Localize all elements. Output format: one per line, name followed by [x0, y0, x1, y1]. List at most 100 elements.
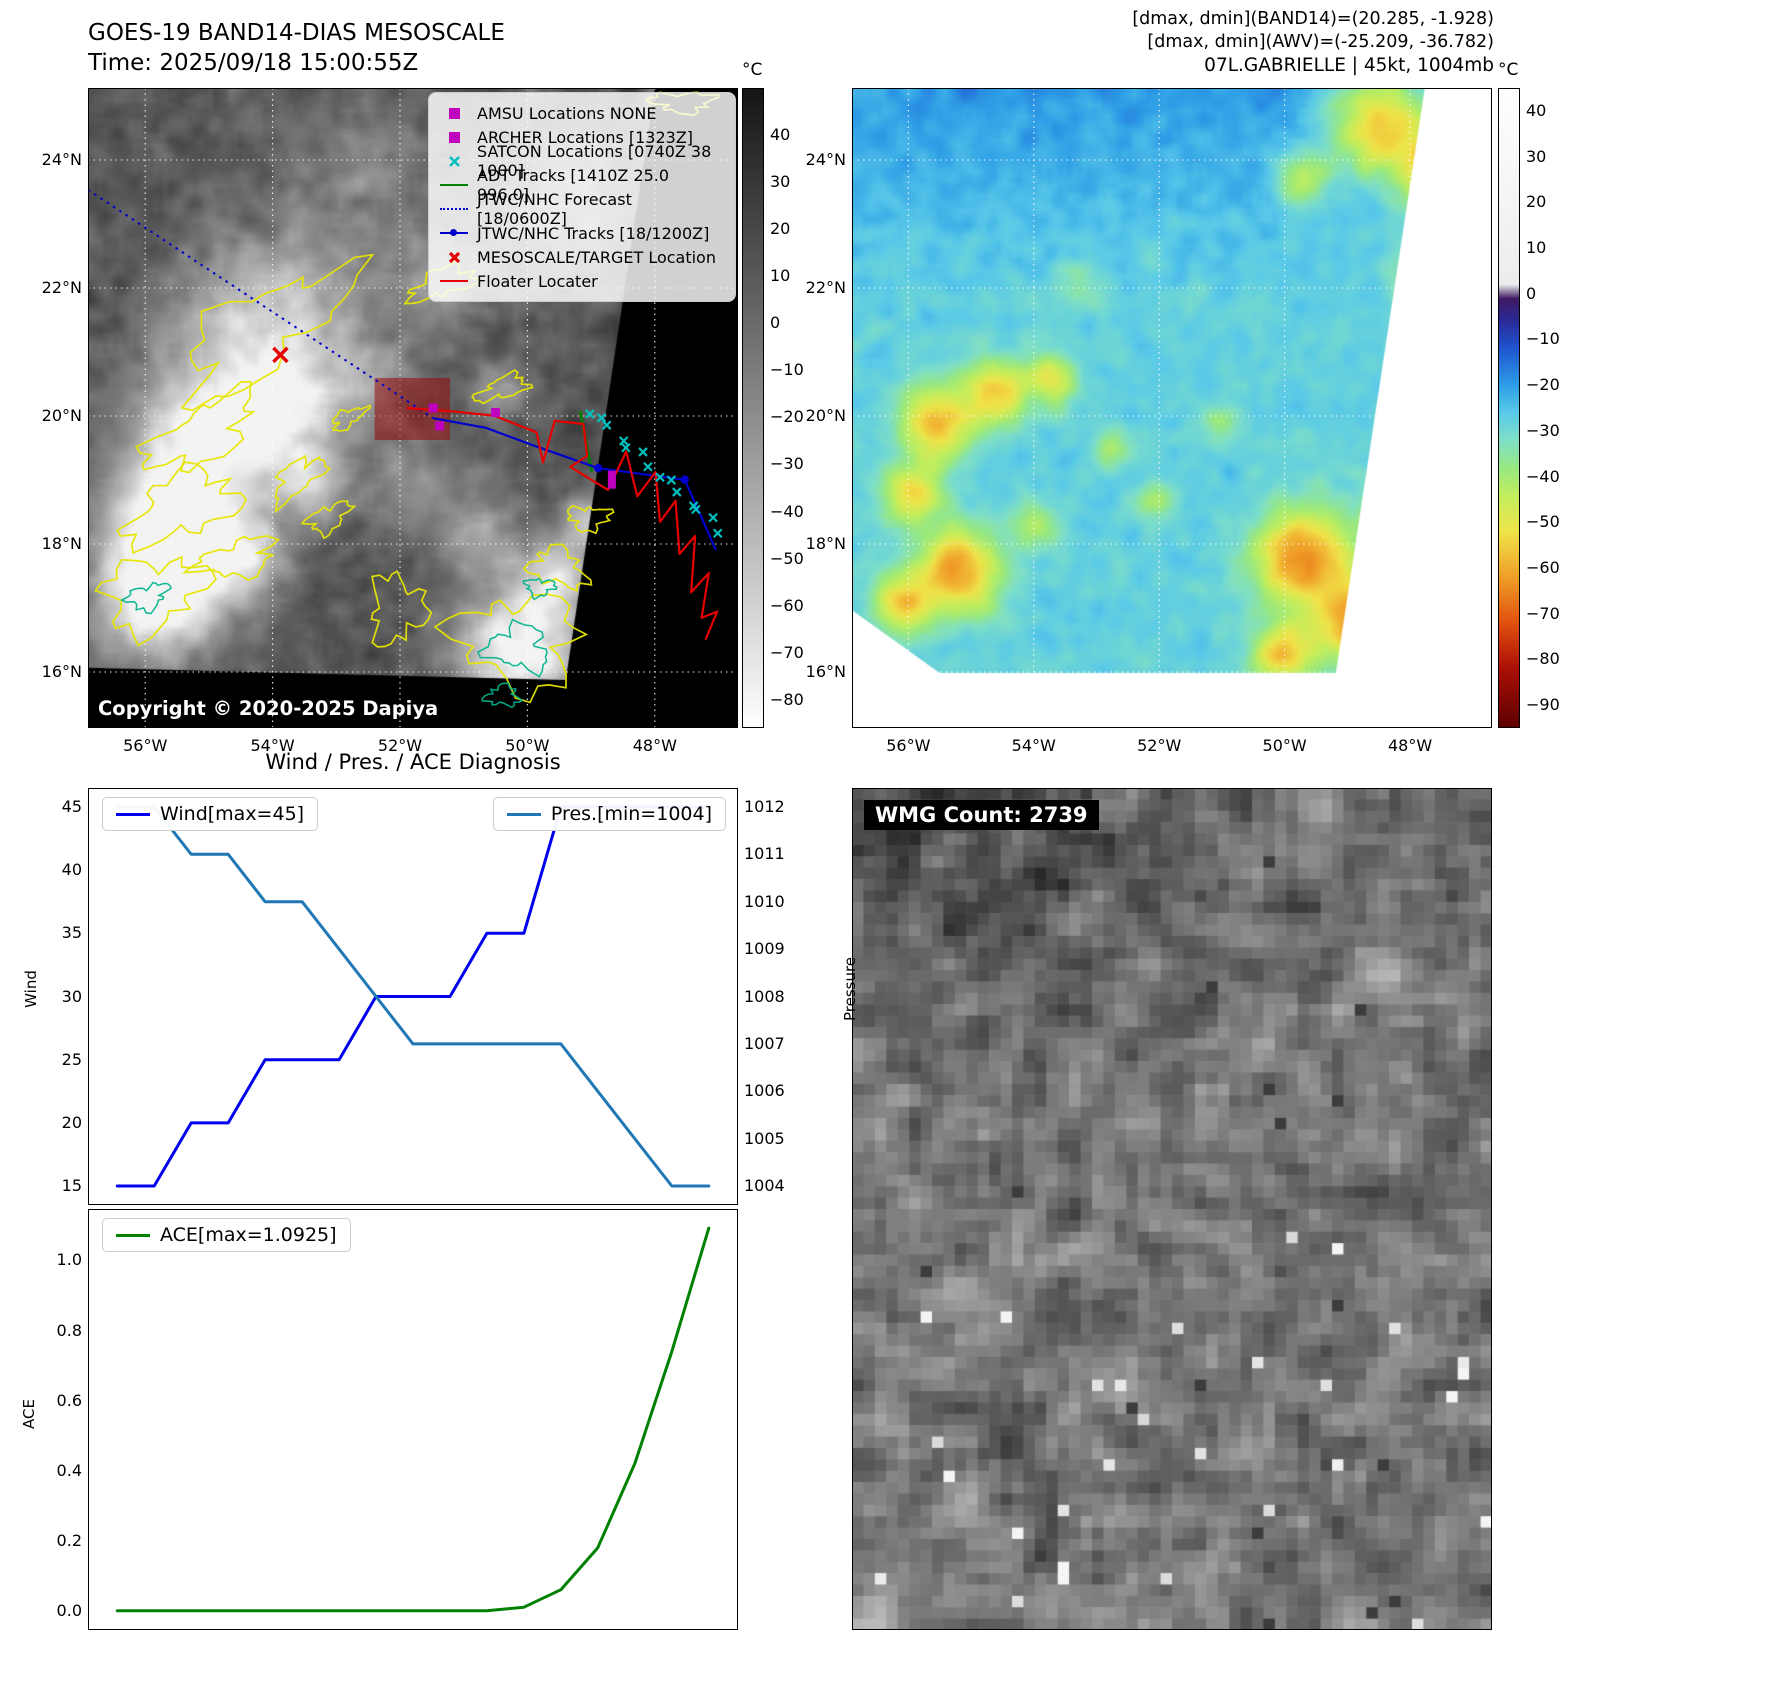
ace-axis-tick: 1.0: [56, 1250, 82, 1270]
map-lat-tick-label: 18°N: [805, 534, 846, 553]
wind-legend-line-icon: [116, 812, 150, 816]
storm-id-intensity-text: 07L.GABRIELLE | 45kt, 1004mb: [1204, 55, 1494, 76]
colder-cloud-contour: [119, 581, 172, 615]
awv-colorbar-unit: °C: [1498, 60, 1519, 80]
map-lon-tick-label: 48°W: [632, 736, 677, 755]
wind-axis-tick: 15: [61, 1176, 82, 1196]
colorbar-tick-label: −80: [1526, 649, 1560, 669]
map-legend-label: AMSU Locations NONE: [477, 103, 657, 123]
colorbar-tick-label: 0: [770, 313, 781, 333]
satcon-fix-marker: [691, 504, 701, 515]
pressure-axis-tick: 1004: [744, 1176, 785, 1196]
band14-panel-title: GOES-19 BAND14-DIAS MESOSCALE: [88, 20, 505, 46]
wind-axis-tick: 45: [61, 796, 82, 816]
colder-cloud-contour: [522, 577, 558, 601]
jtwc-track-point: [594, 463, 603, 473]
wind-axis-tick: 35: [61, 923, 82, 943]
map-legend-item: JTWC/NHC Tracks [18/1200Z]: [439, 221, 725, 245]
wind-axis-tick: 40: [61, 860, 82, 880]
colorbar-tick-label: −10: [770, 360, 804, 380]
map-lon-tick-label: 52°W: [1137, 736, 1182, 755]
colorbar-tick-label: 10: [1526, 238, 1547, 257]
wmg-count-badge: WMG Count: 2739: [864, 800, 1099, 830]
pressure-axis-tick: 1008: [744, 986, 785, 1006]
map-legend-item: ADT Tracks [1410Z 25.0 996.0]: [439, 166, 725, 204]
map-legend-label: JTWC/NHC Forecast [18/0600Z]: [477, 190, 632, 228]
cold-cloud-contour: [433, 593, 589, 704]
colder-cloud-contour: [477, 618, 548, 678]
map-lat-tick-label: 24°N: [805, 150, 846, 169]
colorbar-tick-label: 40: [770, 125, 791, 145]
pressure-axis-label: Pressure: [841, 956, 860, 1022]
colorbar-tick-label: −70: [770, 642, 804, 662]
map-lat-tick-label: 22°N: [41, 278, 82, 297]
map-lat-tick-label: 24°N: [41, 150, 82, 169]
pressure-axis-tick: 1006: [744, 1081, 785, 1101]
colorbar-tick-label: −30: [1526, 420, 1560, 440]
pressure-legend-line-icon: [506, 812, 541, 816]
colorbar-tick-label: 20: [770, 219, 791, 239]
archer-fix-bar: [607, 470, 616, 489]
colorbar-tick-label: −60: [1526, 558, 1560, 577]
band14-colorbar: [742, 88, 764, 728]
awv-map-overlay: [852, 88, 1492, 728]
colorbar-tick-label: 30: [1526, 146, 1547, 166]
floater-locater-line: [406, 406, 719, 641]
colorbar-tick-label: −50: [1526, 512, 1560, 532]
satcon-fix-marker: [672, 487, 682, 497]
ace-axis-tick: 0.8: [56, 1320, 82, 1340]
satcon-fix-marker: [621, 442, 631, 453]
square-marker-icon: [439, 107, 469, 119]
archer-fix-marker: [435, 421, 445, 431]
colorbar-tick-label: −40: [1526, 466, 1560, 486]
colorbar-tick-label: −70: [1526, 603, 1560, 623]
storm-header: [dmax, dmin](BAND14)=(20.285, -1.928) [d…: [1132, 8, 1494, 77]
wind-axis-tick: 25: [61, 1049, 82, 1069]
map-legend-label: SATCON Locations [0740Z 38 1000]: [477, 142, 712, 180]
jtwc-track-line: [433, 417, 717, 551]
pressure-legend: Pres.[min=1004]: [492, 797, 726, 831]
map-legend: AMSU Locations NONE ARCHER Locations [132…: [428, 92, 736, 302]
dmax-dmin-awv-text: [dmax, dmin](AWV)=(-25.209, -36.782): [1147, 32, 1494, 52]
cold-cloud-contour: [180, 253, 375, 412]
wind-axis-tick: 20: [61, 1112, 82, 1132]
x-marker-icon: [439, 155, 469, 168]
map-lon-tick-label: 48°W: [1387, 736, 1433, 755]
wind-pressure-chart: [88, 788, 738, 1205]
colorbar-tick-label: −20: [770, 407, 804, 427]
map-legend-item: JTWC/NHC Forecast [18/0600Z]: [439, 190, 725, 228]
ace-chart: [88, 1209, 738, 1630]
colorbar-tick-label: 10: [770, 266, 791, 286]
map-legend-item: AMSU Locations NONE: [439, 101, 725, 125]
pressure-axis-tick: 1009: [744, 939, 785, 959]
ace-axis-tick: 0.2: [56, 1530, 82, 1550]
map-legend-item: ARCHER Locations [1323Z]: [439, 125, 725, 149]
cold-cloud-contour: [181, 535, 281, 581]
map-legend-label: ARCHER Locations [1323Z]: [477, 127, 694, 147]
awv-colorbar: [1498, 88, 1520, 728]
map-legend-label: JTWC/NHC Tracks [18/1200Z]: [477, 223, 710, 243]
satcon-fix-marker: [643, 461, 653, 472]
map-lon-tick-label: 52°W: [377, 736, 423, 755]
map-lat-tick-label: 20°N: [805, 406, 846, 425]
cold-cloud-contour: [274, 454, 332, 514]
map-lon-tick-label: 56°W: [886, 736, 931, 755]
satcon-fix-marker: [596, 413, 607, 423]
map-lat-tick-label: 22°N: [805, 278, 846, 297]
map-lon-tick-label: 54°W: [1011, 736, 1056, 755]
map-lat-tick-label: 16°N: [41, 662, 82, 681]
wind-legend-label: Wind[max=45]: [160, 803, 305, 825]
diagnosis-title: Wind / Pres. / ACE Diagnosis: [265, 750, 561, 774]
awv-satellite-image: [852, 88, 1492, 728]
colorbar-tick-label: −20: [1526, 375, 1560, 395]
series-line: [115, 805, 711, 1188]
satcon-fix-marker: [712, 528, 723, 539]
map-legend-label: MESOSCALE/TARGET Location: [477, 247, 716, 267]
pressure-axis-tick: 1007: [744, 1033, 785, 1053]
map-legend-label: ADT Tracks [1410Z 25.0 996.0]: [477, 166, 670, 204]
copyright-watermark: Copyright © 2020-2025 Dapiya: [98, 697, 439, 720]
colorbar-tick-label: −30: [770, 454, 804, 474]
wind-legend: Wind[max=45]: [102, 797, 319, 831]
line-marker-icon: [439, 280, 469, 282]
